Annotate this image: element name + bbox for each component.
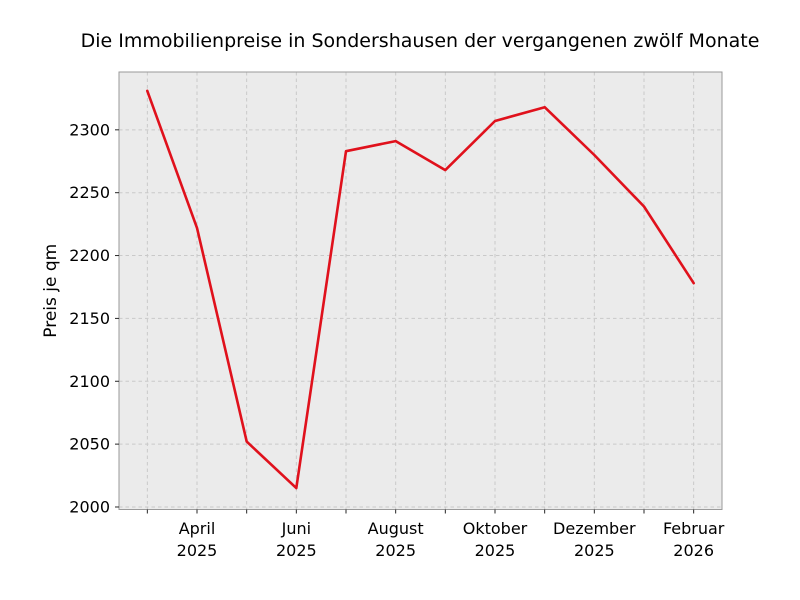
plot-border (118, 71, 723, 510)
x-tick-label-month: Februar (663, 519, 725, 538)
y-tick-label: 2150 (69, 309, 110, 328)
y-tick-label: 2200 (69, 246, 110, 265)
x-tick-label-month: April (179, 519, 216, 538)
chart-title: Die Immobilienpreise in Sondershausen de… (80, 30, 760, 52)
price-series-line (146, 89, 696, 490)
y-tick-label: 2050 (69, 435, 110, 454)
x-tick-label-year: 2025 (177, 541, 218, 560)
plot-area (119, 72, 722, 510)
x-tick-label-year: 2026 (673, 541, 714, 560)
x-tick-label-year: 2025 (475, 541, 516, 560)
y-tick-label: 2000 (69, 497, 110, 516)
x-tick-label-year: 2025 (574, 541, 615, 560)
y-tick-label: 2100 (69, 372, 110, 391)
y-tick-label: 2300 (69, 120, 110, 139)
y-tick-label: 2250 (69, 183, 110, 202)
x-tick-label-month: August (368, 519, 424, 538)
x-tick-label-month: Oktober (463, 519, 528, 538)
x-tick-label-month: Juni (281, 519, 311, 538)
x-tick-label-month: Dezember (553, 519, 636, 538)
y-axis-label: Preis je qm (41, 244, 61, 338)
x-tick-label-year: 2025 (375, 541, 416, 560)
x-tick-label-year: 2025 (276, 541, 317, 560)
